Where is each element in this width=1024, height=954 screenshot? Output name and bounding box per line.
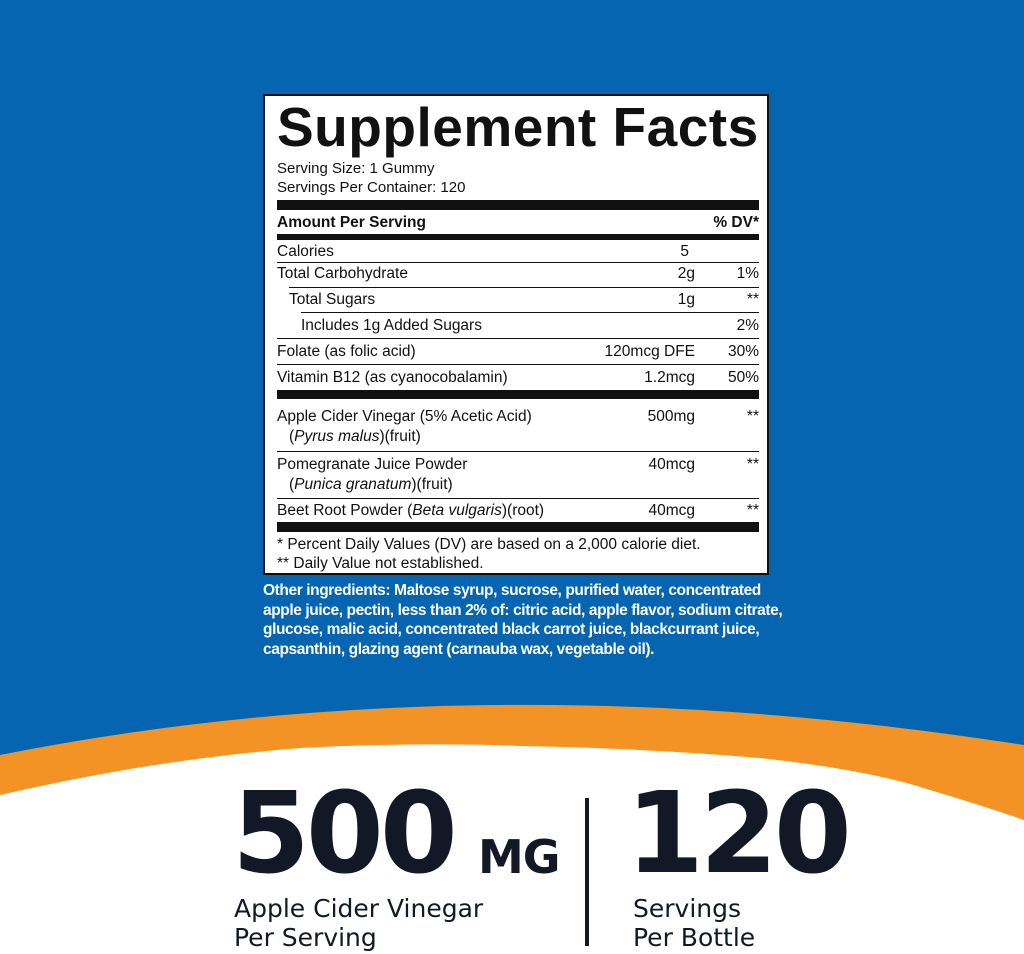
footnote-dv: * Percent Daily Values (DV) are based on… [277, 536, 701, 553]
dose-caption: Apple Cider Vinegar Per Serving [234, 894, 484, 952]
botanical-row: Apple Cider Vinegar (5% Acetic Acid) (Py… [277, 408, 759, 445]
row-divider [277, 451, 759, 452]
other-ingredients: Other ingredients: Maltose syrup, sucros… [263, 582, 783, 658]
nutrient-row: Folate (as folic acid) 120mcg DFE 30% [277, 343, 759, 360]
facts-title: Supplement Facts [277, 96, 759, 158]
serving-size: Serving Size: 1 Gummy [277, 160, 435, 177]
nutrient-row: Includes 1g Added Sugars 2% [301, 317, 759, 334]
row-divider [289, 287, 759, 288]
botanical-row: Pomegranate Juice Powder (Punica granatu… [277, 456, 759, 493]
nutrient-row: Total Carbohydrate 2g 1% [277, 265, 759, 282]
thick-divider [277, 234, 759, 240]
header-dv: % DV* [713, 214, 759, 231]
row-divider [277, 364, 759, 365]
nutrient-row: Total Sugars 1g ** [289, 291, 759, 308]
servings-value: 120 [626, 769, 852, 899]
nutrient-row: Calories 5 [277, 243, 689, 260]
supplement-facts-panel: Supplement Facts Serving Size: 1 Gummy S… [263, 94, 769, 575]
vertical-divider [585, 798, 589, 946]
botanical-row: Beet Root Powder (Beta vulgaris)(root) 4… [277, 502, 759, 519]
servings-caption: Servings Per Bottle [633, 894, 756, 952]
thick-divider [277, 390, 759, 399]
row-divider [301, 312, 759, 313]
nutrient-row: Vitamin B12 (as cyanocobalamin) 1.2mcg 5… [277, 369, 759, 386]
dose-value: 500 [232, 769, 458, 899]
row-divider [277, 498, 759, 499]
row-divider [277, 338, 759, 339]
dose-unit: MG [478, 830, 561, 884]
servings-per-container: Servings Per Container: 120 [277, 179, 466, 196]
header-row: Amount Per Serving % DV* [277, 213, 759, 233]
thick-divider [277, 200, 759, 210]
footnote-not-established: ** Daily Value not established. [277, 555, 484, 572]
thick-divider [277, 522, 759, 532]
row-divider [277, 262, 759, 263]
header-amount: Amount Per Serving [277, 214, 426, 231]
